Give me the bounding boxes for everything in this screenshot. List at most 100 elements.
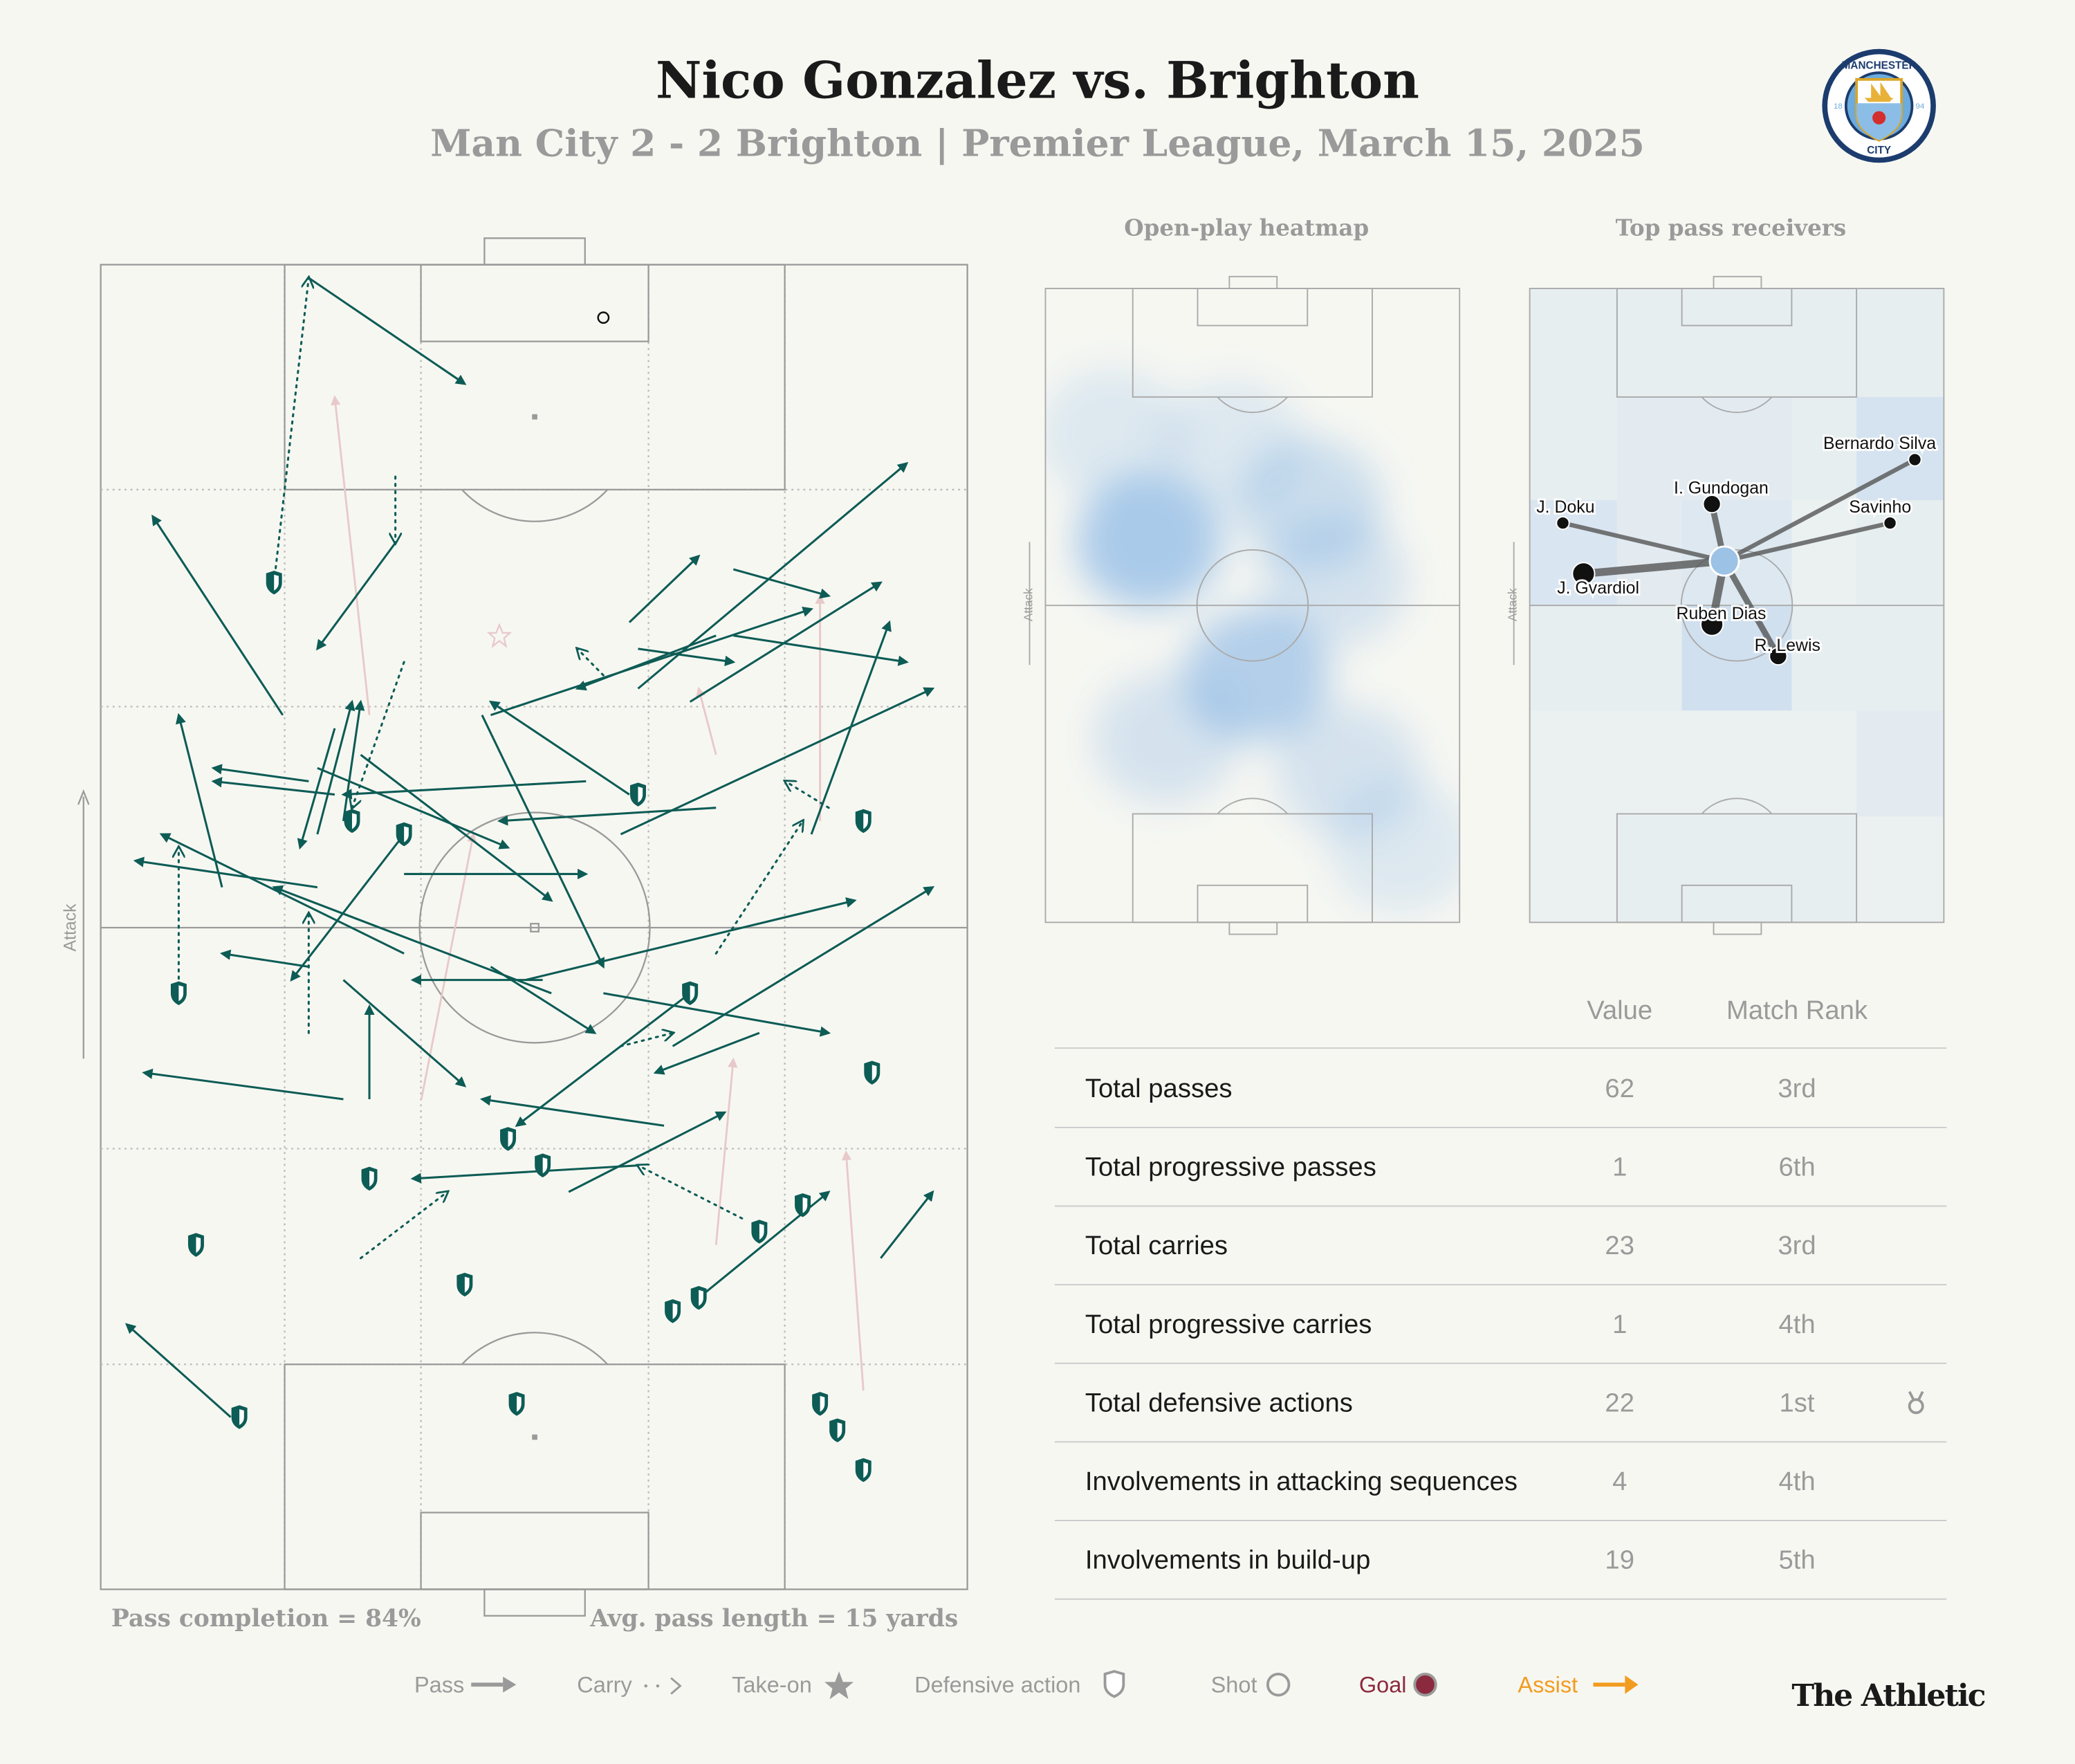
receiver-zones (1529, 288, 1944, 923)
pass-arrow (410, 1164, 638, 1184)
player-node (1708, 545, 1740, 577)
legend-assist: Assist (1518, 1673, 1578, 1698)
carry-arrow (638, 1166, 744, 1220)
crest-text: 94 (1916, 102, 1925, 111)
zone-cell (1616, 500, 1682, 607)
medal-icon (1908, 1390, 1924, 1415)
stats-table: Value Match Rank Total passes 62 3rdTotal … (1054, 995, 1947, 1600)
legend-pass: Pass (414, 1673, 464, 1698)
carry-arrow (619, 1033, 672, 1047)
zone-cell (1529, 396, 1617, 501)
stat-label: Involvements in build-up (1085, 1545, 1370, 1575)
carry-arrow (578, 649, 605, 677)
defensive-action-shield (795, 1193, 811, 1218)
pass-arrow (568, 1111, 727, 1193)
brand-logo: The Athletic (1791, 1678, 1984, 1714)
attack-label: Attack (60, 903, 80, 952)
pass-arrow (316, 699, 356, 835)
stat-label: Involvements in attacking sequences (1085, 1467, 1518, 1496)
defensive-action-shield (829, 1418, 846, 1442)
zone-cell (1791, 396, 1857, 501)
pass-arrow (360, 753, 553, 902)
zone-cell (1791, 816, 1857, 923)
defensive-action-shield (690, 1285, 707, 1310)
stat-rank: 4th (1778, 1310, 1815, 1339)
pass-network: Bernardo Silva Savinho I. Gundogan J. Doku J… (1534, 432, 1938, 666)
receivers-title: Top pass receivers (1616, 214, 1847, 241)
stat-rank: 3rd (1778, 1231, 1816, 1260)
defensive-action-shield (361, 1166, 378, 1191)
arrow-icon (1593, 1675, 1639, 1694)
stat-rank: 6th (1778, 1152, 1815, 1182)
receiver-name: R. Lewis (1755, 636, 1820, 655)
defensive-action-shield (231, 1405, 248, 1429)
attack-label: Attack (1021, 588, 1035, 621)
zone-cell (1856, 816, 1944, 923)
pass-arrow (880, 1190, 934, 1259)
zone-cell (1681, 396, 1792, 501)
unsuccessful-action-arrow (714, 1057, 738, 1245)
receivers-pitch (1513, 275, 1945, 935)
zone-cell (1616, 606, 1682, 711)
pass-arrow (497, 807, 717, 826)
heatmap (1045, 368, 1460, 913)
pass-arrow (220, 949, 309, 968)
shield-icon (1103, 1670, 1125, 1698)
receiver-node (1702, 494, 1722, 514)
heat-blob (1076, 475, 1222, 609)
pass-arrow (479, 1095, 665, 1127)
pass-arrow (733, 634, 909, 666)
page-subtitle: Man City 2 - 2 Brighton | Premier League… (430, 122, 1645, 166)
zone-cell (1856, 500, 1944, 607)
heat-blob (1159, 380, 1305, 513)
filled-circle-icon (1413, 1673, 1437, 1697)
receiver-node (1908, 452, 1922, 467)
avg-pass-length: Avg. pass length = 15 yards (589, 1605, 958, 1633)
crest-text: 18 (1834, 102, 1843, 111)
pass-arrow (290, 834, 405, 982)
pass-arrow (481, 714, 605, 969)
zone-cell (1856, 288, 1944, 397)
zone-cell (1529, 288, 1617, 397)
defensive-action-shield (864, 1060, 880, 1085)
circle-icon (1266, 1673, 1291, 1697)
stat-value: 1 (1612, 1310, 1627, 1339)
receiver-node (1700, 612, 1724, 636)
stats-row: Total progressive carries 1 4th (1054, 1310, 1947, 1364)
pass-arrow (603, 992, 831, 1037)
stats-row: Involvements in attacking sequences 4 4th (1054, 1467, 1947, 1521)
stat-value: 23 (1605, 1231, 1634, 1260)
zone-cell (1616, 816, 1682, 923)
shot-circle (597, 311, 610, 324)
pass-arrow (142, 1068, 344, 1101)
stat-value: 19 (1605, 1545, 1634, 1575)
pass-arrow (316, 542, 396, 651)
event-layer (124, 278, 935, 1482)
carry-arrow (273, 278, 308, 584)
legend: Pass Carry Take-on Defensive action Shot… (414, 1670, 1639, 1700)
receiver-name: Bernardo Silva (1823, 434, 1936, 453)
heatmap-title: Open-play heatmap (1124, 214, 1369, 241)
pass-arrow (490, 966, 597, 1034)
receiver-node (1556, 515, 1570, 531)
attack-label: Attack (1505, 588, 1519, 621)
carry-arrow (714, 821, 802, 955)
stat-value: 4 (1612, 1467, 1627, 1496)
pass-link (1562, 520, 1725, 564)
pass-arrow (133, 856, 318, 889)
carry-arrow (785, 781, 830, 809)
zone-cell (1681, 710, 1792, 817)
defensive-action-shield (665, 1299, 681, 1323)
pass-arrow (341, 780, 587, 800)
zone-cell (1681, 288, 1792, 397)
pass-link (1583, 557, 1725, 578)
stats-row: Total defensive actions 22 1st (1054, 1388, 1947, 1443)
zone-cell (1616, 288, 1682, 397)
receiver-name: J. Gvardiol (1557, 578, 1639, 598)
defensive-action-shield (500, 1127, 516, 1151)
receiver-node (1571, 562, 1596, 586)
pass-arrow (732, 568, 831, 599)
pass-arrow (175, 713, 223, 888)
defensive-action-shield (629, 782, 646, 807)
